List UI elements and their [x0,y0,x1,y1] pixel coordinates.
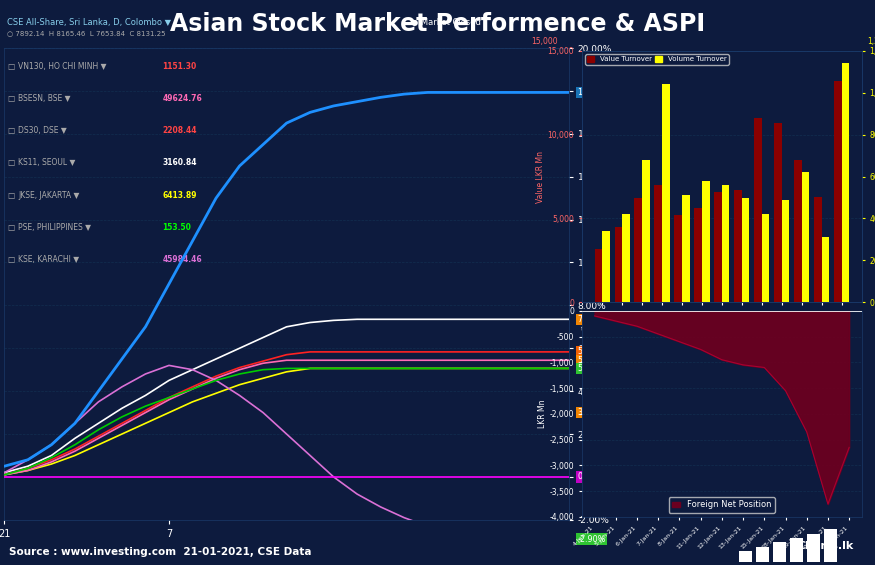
Text: ○ 7892.14  H 8165.46  L 7653.84  C 8131.25: ○ 7892.14 H 8165.46 L 7653.84 C 8131.25 [7,31,165,36]
Text: □: □ [7,223,15,232]
Bar [814,197,822,302]
Bar [822,237,830,302]
Text: CSE All-Share, Sri Lanka, D, Colombo ▼: CSE All-Share, Sri Lanka, D, Colombo ▼ [7,18,172,27]
Text: 6413.89: 6413.89 [163,190,197,199]
Legend: Value Turnover, Volume Turnover: Value Turnover, Volume Turnover [585,54,729,64]
Bar [654,185,662,302]
Text: □: □ [7,190,15,199]
Bar [842,63,849,302]
Text: 5.83%: 5.83% [578,347,603,357]
Text: VN130, HO CHI MINH ▼: VN130, HO CHI MINH ▼ [18,62,107,71]
Bar [714,192,722,302]
Bar [802,172,809,302]
Text: □: □ [7,127,15,136]
Text: Asian Stock Market Performence & ASPI: Asian Stock Market Performence & ASPI [170,12,705,36]
Bar [614,227,622,302]
Text: 49624.76: 49624.76 [163,94,202,103]
Bar [774,123,781,302]
Bar [794,160,802,302]
Bar [734,190,742,302]
Text: ● Market Closed: ● Market Closed [410,18,480,27]
Text: Charts.lk: Charts.lk [798,541,854,551]
Bar [781,199,789,302]
Text: 3.01%: 3.01% [578,408,603,417]
Bar [722,185,730,302]
Text: □: □ [7,255,15,264]
Bar [602,231,610,302]
Text: 2208.44: 2208.44 [163,127,197,136]
Text: 0.00%: 0.00% [578,472,603,481]
Text: KS11, SEOUL ▼: KS11, SEOUL ▼ [18,158,76,167]
Text: 15,000: 15,000 [531,37,558,46]
Bar [695,208,702,302]
Text: 17.93%: 17.93% [578,88,608,97]
Bar [762,214,769,302]
Bar [754,118,762,302]
Text: 45984.46: 45984.46 [163,255,202,264]
Bar [595,249,602,302]
Text: 5.44%: 5.44% [578,356,603,365]
Bar [675,215,682,302]
Text: □: □ [7,62,15,71]
Text: Source : www.investing.com  21-01-2021, CSE Data: Source : www.investing.com 21-01-2021, C… [9,546,312,557]
Bar [642,160,649,302]
Bar [834,81,842,302]
Text: 153.50: 153.50 [163,223,192,232]
Text: PSE, PHILIPPINES ▼: PSE, PHILIPPINES ▼ [18,223,92,232]
Bar [634,198,642,302]
Text: -2.90%: -2.90% [578,534,605,544]
Bar [622,214,630,302]
Text: 7.35%: 7.35% [578,315,603,324]
Bar [662,84,669,302]
Legend: Foreign Net Position: Foreign Net Position [668,497,775,513]
Bar [702,181,710,302]
Y-axis label: Value LKR Mn: Value LKR Mn [536,150,545,203]
Text: □: □ [7,94,15,103]
Text: 5.06%: 5.06% [578,364,603,373]
Bar [682,195,690,302]
Text: JKSE, JAKARTA ▼: JKSE, JAKARTA ▼ [18,190,80,199]
Y-axis label: LKR Mn: LKR Mn [538,399,547,428]
Text: BSESN, BSE ▼: BSESN, BSE ▼ [18,94,71,103]
Bar [742,198,749,302]
Text: 1,200: 1,200 [867,37,875,46]
Text: □: □ [7,158,15,167]
Text: DS30, DSE ▼: DS30, DSE ▼ [18,127,67,136]
Text: 3160.84: 3160.84 [163,158,197,167]
Text: KSE, KARACHI ▼: KSE, KARACHI ▼ [18,255,80,264]
Text: 1151.30: 1151.30 [163,62,197,71]
